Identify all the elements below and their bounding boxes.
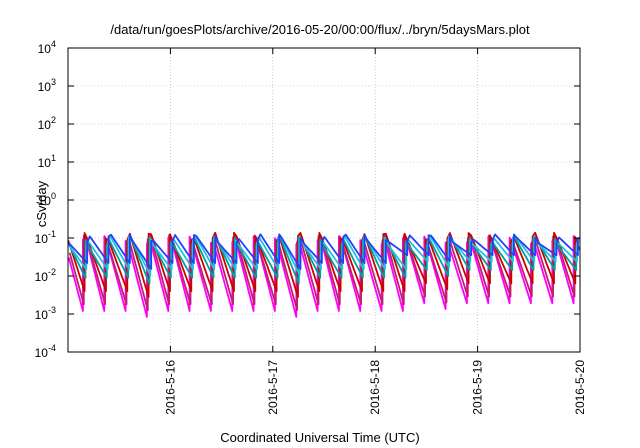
y-tick-label: 100 <box>38 191 56 208</box>
y-tick-label: 10-1 <box>35 229 56 246</box>
y-tick-label: 104 <box>38 39 56 56</box>
x-tick-label: 2016-5-18 <box>368 360 382 415</box>
x-tick-label: 2016-5-19 <box>471 360 485 415</box>
y-tick-label: 101 <box>38 153 56 170</box>
x-axis-label: Coordinated Universal Time (UTC) <box>220 430 420 445</box>
y-tick-label: 103 <box>38 77 56 94</box>
y-tick-label: 102 <box>38 115 56 132</box>
y-tick-label: 10-2 <box>35 267 56 284</box>
x-tick-label: 2016-5-17 <box>266 360 280 415</box>
y-tick-label: 10-3 <box>35 305 56 322</box>
y-tick-label: 10-4 <box>35 343 56 360</box>
series-line <box>67 233 579 270</box>
series-line <box>69 235 581 277</box>
x-tick-label: 2016-5-20 <box>573 360 587 415</box>
chart-title: /data/run/goesPlots/archive/2016-05-20/0… <box>110 22 530 37</box>
x-tick-label: 2016-5-16 <box>163 360 177 415</box>
